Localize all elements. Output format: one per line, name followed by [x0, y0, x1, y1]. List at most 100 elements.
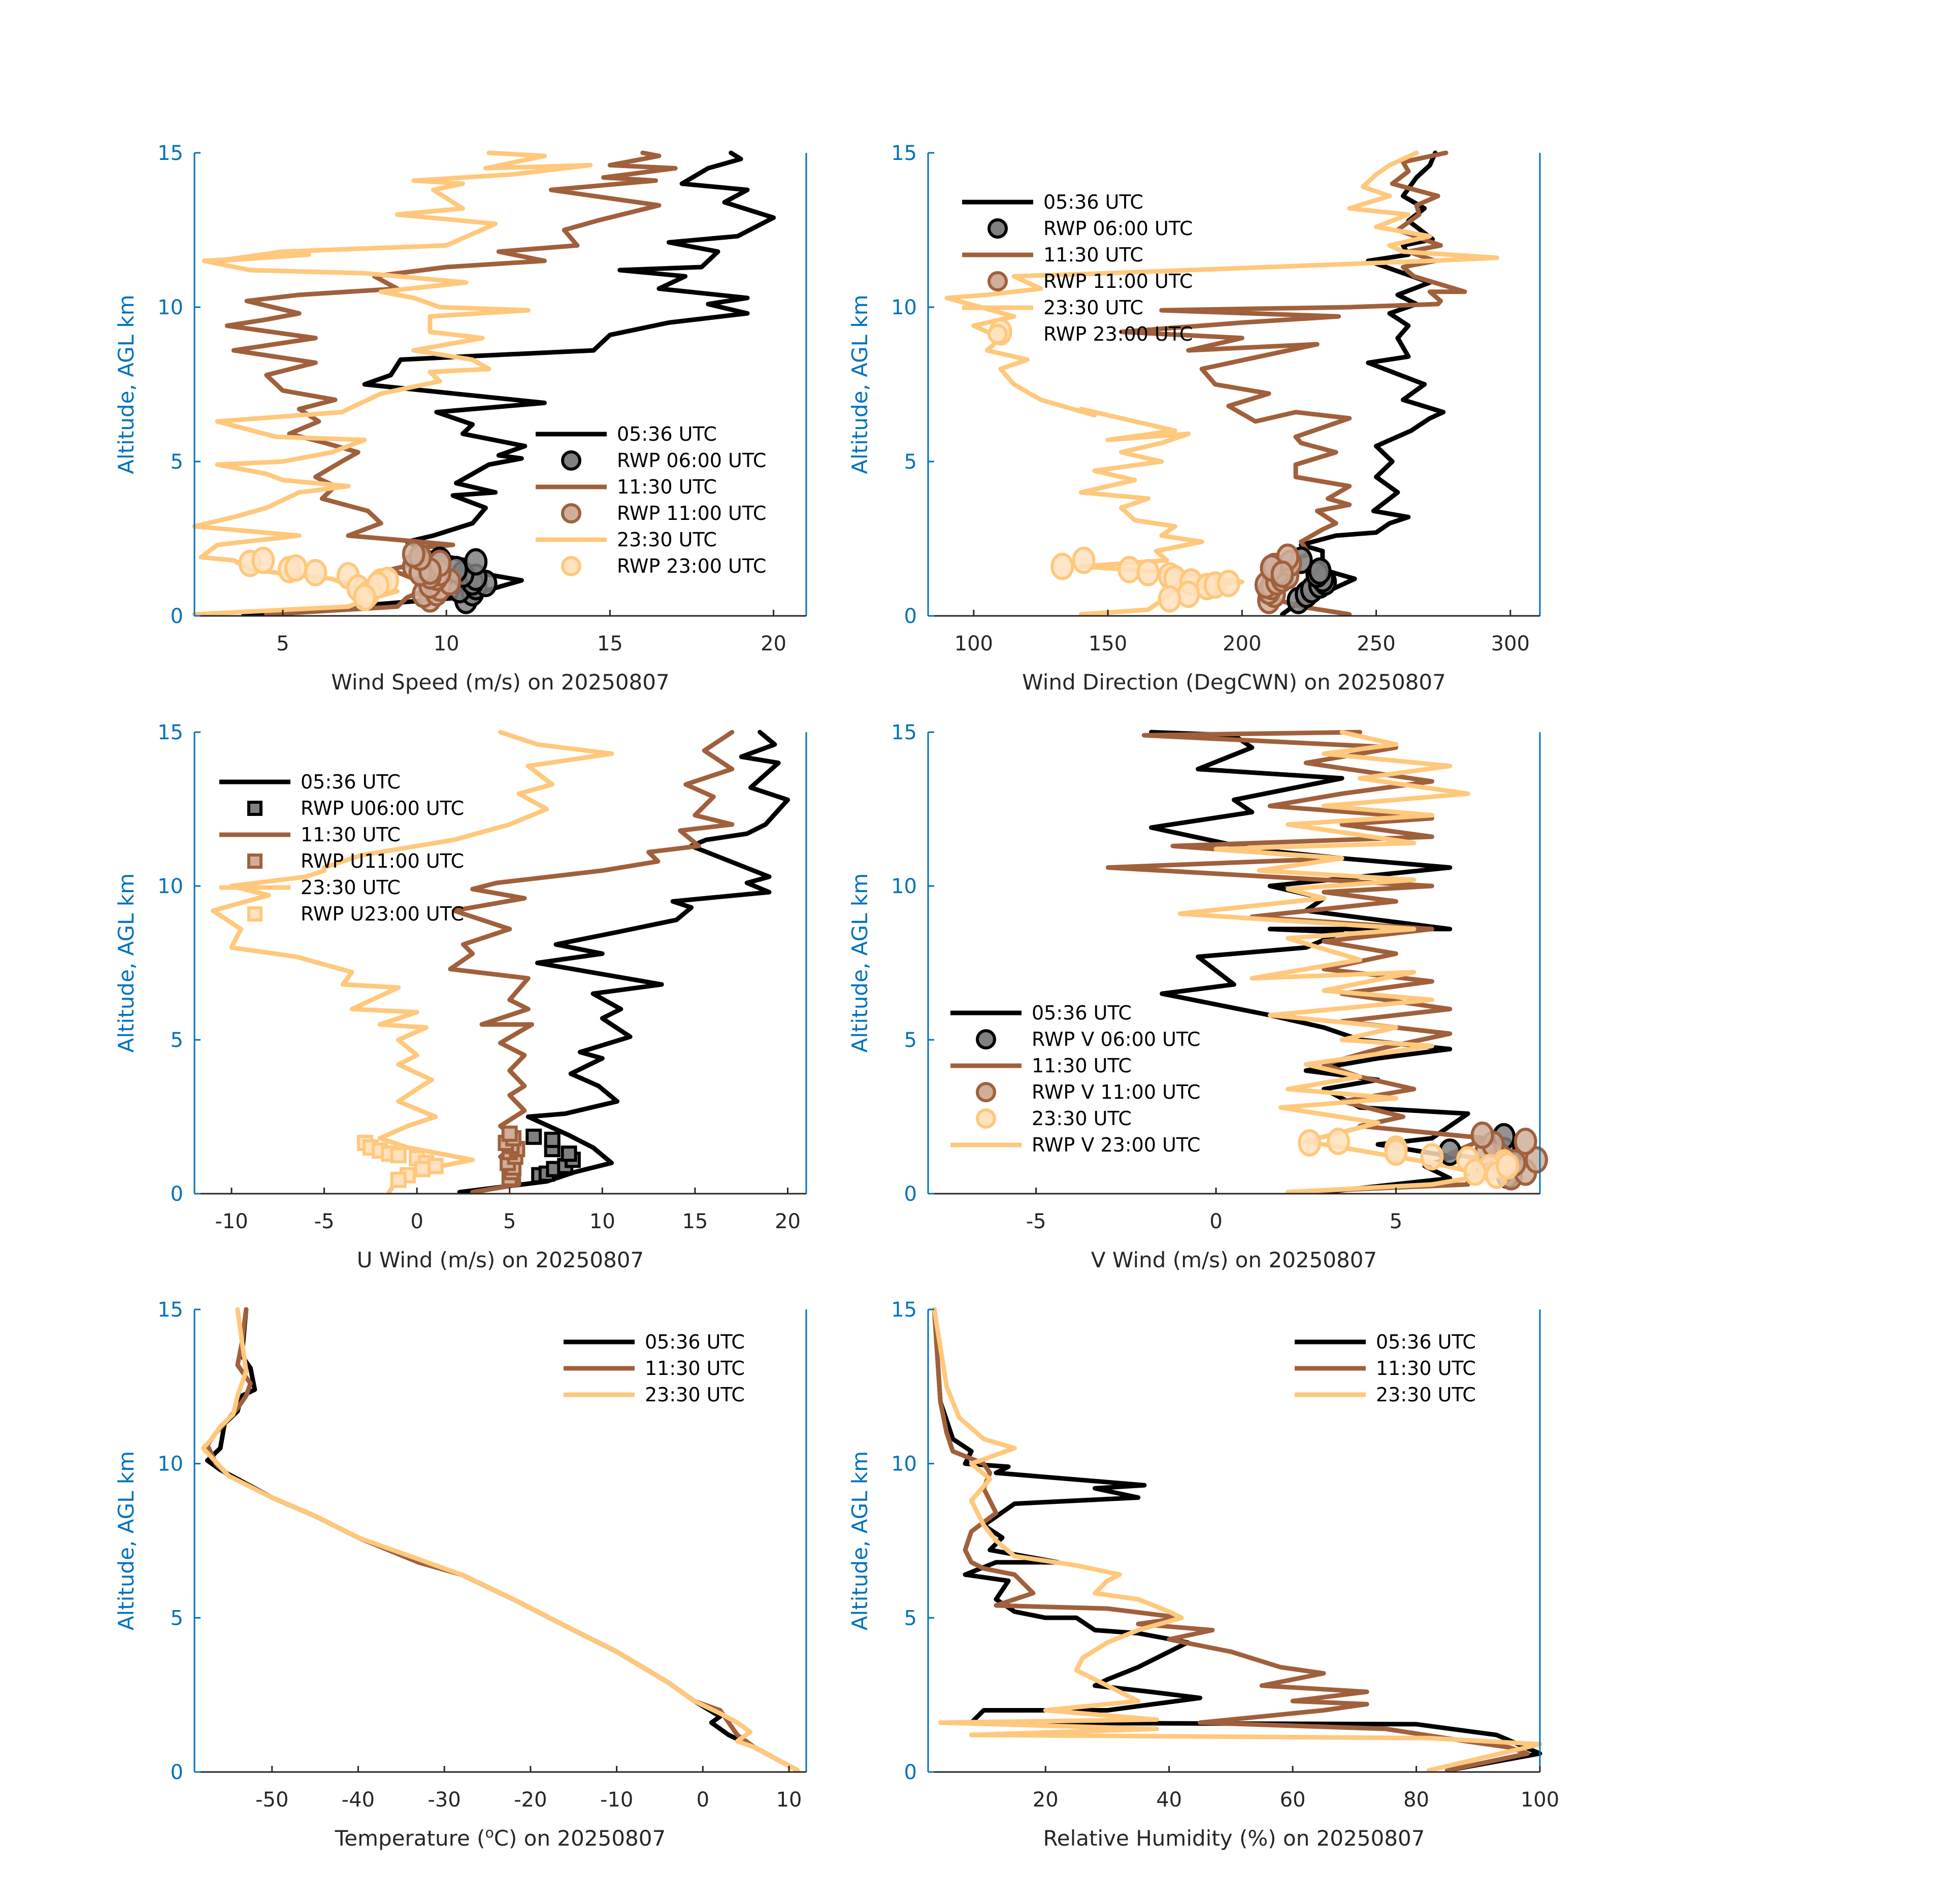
y-tick-label: 0	[904, 1183, 917, 1206]
legend-circle-swatch	[988, 218, 1008, 239]
legend-entry: 05:36 UTC	[950, 1002, 1132, 1024]
data-point	[501, 1125, 518, 1142]
series-markers-rwp-06-00-utc	[1287, 546, 1337, 614]
data-point	[1117, 555, 1141, 583]
legend-entry: RWP 11:00 UTC	[561, 502, 766, 524]
x-tick-label: 15	[682, 1210, 708, 1233]
legend-label: 23:30 UTC	[645, 1384, 745, 1406]
legend-label: 05:36 UTC	[645, 1331, 745, 1353]
data-point	[525, 1128, 542, 1145]
series-line-05-36-utc	[932, 1307, 1542, 1773]
legend: 05:36 UTC RWP 06:00 UTC 11:30 UTC RWP 11:00…	[536, 423, 766, 577]
legend-entry: RWP 23:00 UTC	[988, 323, 1193, 345]
x-tick-label: -20	[514, 1788, 547, 1812]
data-point	[427, 1158, 444, 1174]
legend-label: RWP 06:00 UTC	[617, 449, 766, 472]
series-markers-rwp-u23-00-utc	[356, 1135, 444, 1188]
x-tick-label: 15	[597, 632, 623, 655]
data-point	[251, 546, 275, 574]
legend-label: 23:30 UTC	[1376, 1384, 1476, 1406]
x-tick-label: -10	[215, 1210, 248, 1233]
legend-entry: 11:30 UTC	[962, 244, 1143, 266]
legend-entry: RWP V 06:00 UTC	[976, 1028, 1200, 1051]
legend-label: RWP 11:00 UTC	[617, 502, 766, 524]
y-tick-label: 5	[171, 1606, 183, 1630]
y-tick-label: 15	[157, 142, 183, 165]
data-point	[464, 548, 488, 576]
legend: 05:36 UTC 11:30 UTC 23:30 UTC	[1295, 1331, 1476, 1406]
y-tick-label: 15	[891, 142, 917, 165]
legend-label: 05:36 UTC	[617, 423, 717, 445]
data-point	[1524, 1146, 1548, 1174]
legend-entry: 23:30 UTC	[1295, 1384, 1476, 1406]
legend-entry: 23:30 UTC	[962, 297, 1143, 319]
legend-entry: RWP U06:00 UTC	[247, 797, 464, 819]
y-axis-label: Altitude, AGL km	[847, 1451, 872, 1630]
y-tick-label: 15	[891, 1298, 917, 1322]
series-line-23-30-utc	[1177, 730, 1489, 1195]
legend-label: RWP 23:00 UTC	[1043, 323, 1193, 345]
legend: 05:36 UTC RWP 06:00 UTC 11:30 UTC RWP 11:00…	[962, 191, 1193, 345]
data-point	[1308, 557, 1332, 585]
panel-u-wind: 0 5 10 15 -10 -5 0 5 10 15 20 U Wind (m/s) on 20250…	[114, 721, 807, 1272]
legend-label: 23:30 UTC	[1032, 1107, 1132, 1130]
series-line-23-30-utc	[201, 1307, 800, 1773]
legend-entry: 23:30 UTC	[564, 1384, 745, 1406]
y-tick-label: 10	[157, 1453, 183, 1476]
series-markers-rwp-u11-00-utc	[498, 1125, 525, 1187]
legend-circle-swatch	[988, 271, 1008, 291]
legend-entry: 11:30 UTC	[536, 476, 717, 498]
legend-entry: 23:30 UTC	[536, 529, 717, 551]
x-axis-label: Wind Speed (m/s) on 20250807	[331, 670, 669, 695]
legend-label: 11:30 UTC	[1043, 244, 1143, 266]
x-tick-label: 20	[761, 632, 786, 655]
y-tick-label: 10	[891, 1453, 917, 1476]
x-tick-label: 10	[776, 1788, 802, 1812]
panel-wind-direction: 0 5 10 15 100 150 200 250 300 Wind Direction (Deg…	[847, 142, 1541, 695]
legend-entry: 05:36 UTC	[536, 423, 717, 445]
legend-circle-swatch	[561, 556, 581, 576]
legend-label: RWP V 11:00 UTC	[1032, 1081, 1200, 1103]
legend-entry: 05:36 UTC	[1295, 1331, 1476, 1353]
x-tick-label: -30	[428, 1788, 461, 1812]
legend-label: RWP 23:00 UTC	[617, 555, 766, 577]
legend-entry: RWP 11:00 UTC	[988, 270, 1193, 292]
legend-entry: 11:30 UTC	[564, 1357, 745, 1380]
x-tick-label: 10	[434, 632, 459, 655]
y-tick-label: 0	[171, 1761, 183, 1784]
data-point	[1420, 1143, 1444, 1171]
x-tick-label: 200	[1223, 632, 1261, 655]
y-tick-label: 5	[171, 1029, 183, 1052]
y-tick-label: 15	[157, 721, 183, 744]
series-markers-rwp-11-00-utc	[402, 540, 462, 613]
y-tick-label: 5	[904, 450, 917, 474]
series-line-05-36-utc	[241, 150, 776, 617]
data-point	[390, 1171, 407, 1188]
x-tick-label: 0	[410, 1210, 423, 1233]
legend-circle-swatch	[561, 450, 581, 471]
y-axis-label: Altitude, AGL km	[114, 294, 139, 474]
data-point	[1298, 1129, 1322, 1157]
series-markers-rwp-v-23-00-utc	[1298, 1127, 1520, 1189]
series-line-11-30-utc	[224, 150, 678, 617]
legend-entry: 05:36 UTC	[564, 1331, 745, 1353]
x-tick-label: 300	[1491, 632, 1530, 655]
legend-entry: RWP 23:00 UTC	[561, 555, 766, 577]
data-point	[304, 559, 327, 586]
x-tick-label: 5	[276, 632, 289, 655]
x-tick-label: 60	[1280, 1788, 1306, 1812]
x-axis-label: U Wind (m/s) on 20250807	[357, 1248, 644, 1272]
legend-label: 05:36 UTC	[1043, 191, 1143, 213]
legend-entry: 23:30 UTC	[219, 876, 401, 899]
legend-entry: 05:36 UTC	[219, 771, 401, 793]
y-tick-label: 10	[891, 875, 917, 898]
legend-label: RWP V 23:00 UTC	[1032, 1134, 1200, 1156]
x-tick-label: 5	[503, 1210, 516, 1233]
legend-label: RWP 06:00 UTC	[1043, 217, 1193, 240]
y-tick-label: 10	[157, 875, 183, 898]
legend-entry: RWP 06:00 UTC	[988, 217, 1193, 240]
legend-entry: RWP U11:00 UTC	[247, 850, 464, 872]
legend-label: 23:30 UTC	[617, 529, 717, 551]
x-tick-label: 0	[697, 1788, 709, 1812]
x-tick-label: 20	[1033, 1788, 1059, 1812]
